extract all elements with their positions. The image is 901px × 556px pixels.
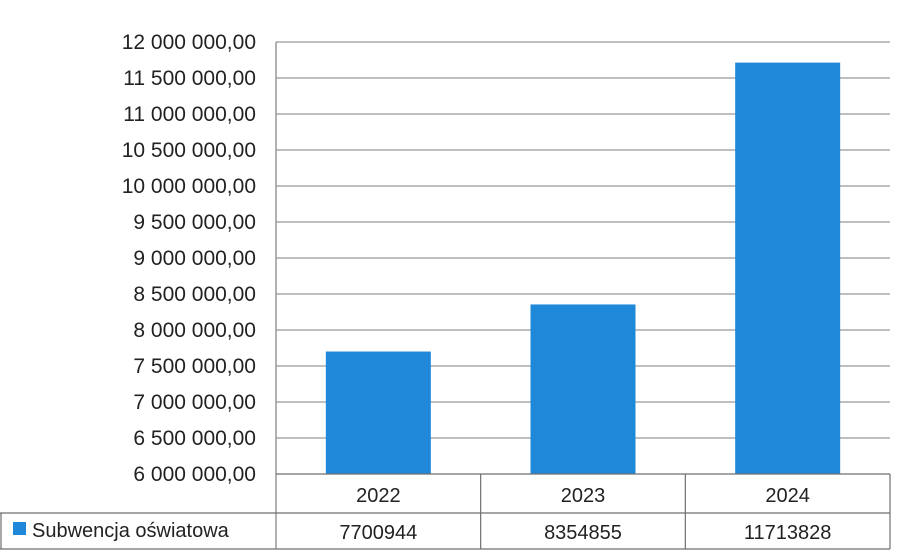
y-tick-label: 7 500 000,00 xyxy=(133,355,256,378)
x-category-label: 2022 xyxy=(356,485,401,507)
y-tick-label: 11 000 000,00 xyxy=(123,103,256,126)
table-value-cell: 11713828 xyxy=(744,522,832,544)
y-axis-tick-labels: 6 000 000,00 6 500 000,00 7 000 000,00 7 50… xyxy=(122,31,256,486)
bar-2023 xyxy=(530,304,636,474)
y-tick-label: 9 500 000,00 xyxy=(133,211,256,234)
y-tick-label: 8 500 000,00 xyxy=(133,283,256,306)
table-value-cell: 8354855 xyxy=(544,522,622,544)
bar-2022 xyxy=(325,351,431,474)
bars xyxy=(325,62,841,475)
y-tick-label: 12 000 000,00 xyxy=(122,31,256,54)
y-tick-label: 10 000 000,00 xyxy=(122,175,256,198)
y-tick-label: 6 500 000,00 xyxy=(133,427,256,450)
y-tick-label: 11 500 000,00 xyxy=(123,67,256,90)
y-tick-label: 9 000 000,00 xyxy=(133,247,256,270)
x-category-label: 2023 xyxy=(561,485,606,507)
table-value-cell: 7700944 xyxy=(339,522,417,544)
bar-2024 xyxy=(735,62,841,475)
data-table: 2022 2023 2024 Subwencja oświatowa 7700944 83… xyxy=(0,473,891,550)
y-tick-label: 10 500 000,00 xyxy=(122,139,256,162)
y-tick-label: 7 000 000,00 xyxy=(133,391,256,414)
legend-swatch xyxy=(13,522,26,535)
x-category-label: 2024 xyxy=(765,485,810,507)
legend-series-name: Subwencja oświatowa xyxy=(32,520,230,542)
y-tick-label: 6 000 000,00 xyxy=(133,463,256,486)
y-tick-label: 8 000 000,00 xyxy=(133,319,256,342)
